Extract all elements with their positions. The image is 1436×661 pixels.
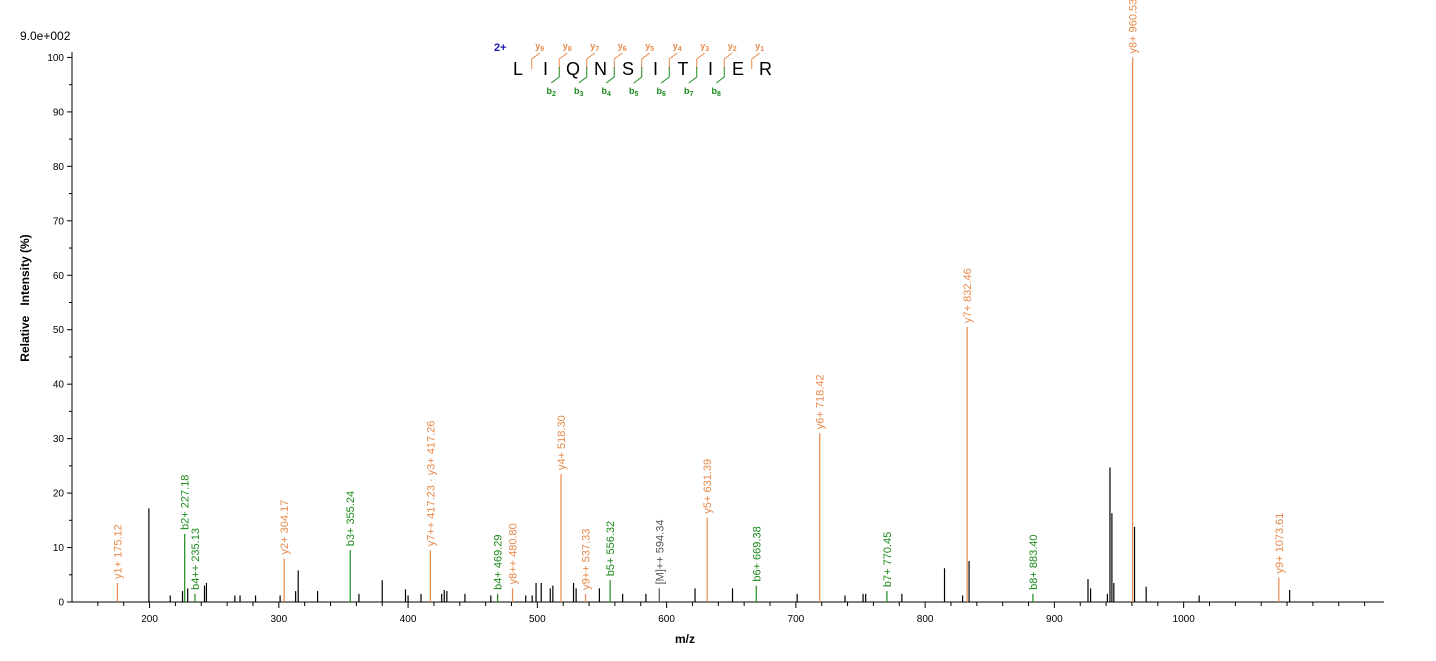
peak-label: b4+ 469.29: [493, 534, 505, 589]
peak-label: y9++ 537.33: [581, 529, 593, 590]
y-cleavage-mark: [586, 52, 596, 69]
y-tick-label: 50: [53, 325, 65, 336]
x-tick-label: 300: [270, 614, 287, 625]
y-tick-label: 90: [53, 107, 65, 118]
b-ion-mark: b4: [602, 86, 612, 98]
b-cleavage-mark: [633, 67, 643, 84]
peak-label: y9+ 1073.61: [1274, 513, 1286, 574]
y-tick-label: 10: [53, 543, 65, 554]
sequence-residue: Q: [566, 59, 580, 79]
b-cleavage-mark: [578, 67, 588, 84]
peak-label: y1+ 175.12: [112, 524, 124, 579]
charge-label: 2+: [494, 42, 507, 54]
y-cleavage-mark: [613, 52, 623, 69]
b-ion-mark: b5: [629, 86, 639, 98]
x-tick-label: 600: [658, 614, 675, 625]
b-cleavage-mark: [660, 67, 670, 84]
peak-label: b7+ 770.45: [882, 532, 894, 587]
y-tick-label: 80: [53, 162, 65, 173]
x-tick-label: 200: [141, 614, 158, 625]
peak-label: y2+ 304.17: [279, 500, 291, 555]
sequence-residue: E: [732, 59, 744, 79]
peak-label: y6+ 718.42: [815, 374, 827, 429]
peak-label: y4+ 518.30: [556, 415, 568, 470]
sequence-residue: L: [513, 59, 523, 79]
x-tick-label: 400: [400, 614, 417, 625]
x-tick-label: 700: [788, 614, 805, 625]
y-tick-label: 20: [53, 489, 65, 500]
peak-label: y7+ 832.46: [962, 268, 974, 323]
sequence-residue: I: [543, 59, 548, 79]
y-axis-title: Relative Intensity (%): [18, 234, 32, 361]
intensity-scale-label: 9.0e+002: [20, 29, 71, 43]
y-cleavage-mark: [751, 52, 761, 69]
y-cleavage-mark: [531, 52, 541, 69]
y-ion-mark: y1: [755, 41, 764, 53]
y-ion-mark: y6: [618, 41, 627, 53]
y-cleavage-mark: [641, 52, 651, 69]
peptide-annotation: 2+L I Q N S I T I E Ry9 y8b2y7b3y6b4y5b5y4b6y3b7y2…: [494, 41, 772, 98]
peak-label: y8++ 480.80: [508, 523, 520, 584]
x-tick-label: 800: [917, 614, 934, 625]
x-axis-title: m/z: [675, 632, 695, 646]
peak-label: b6+ 669.38: [751, 526, 763, 581]
b-ion-mark: b8: [712, 86, 722, 98]
y-ion-mark: y9: [535, 41, 544, 53]
y-cleavage-mark: [558, 52, 568, 69]
sequence-residue: I: [708, 59, 713, 79]
peak-label: [M]++ 594.34: [654, 520, 666, 585]
b-ion-mark: b3: [574, 86, 584, 98]
sequence-residue: S: [622, 59, 634, 79]
y-ion-mark: y3: [700, 41, 709, 53]
peak-label: b4++ 235.13: [190, 528, 202, 590]
y-cleavage-mark: [696, 52, 706, 69]
y-ion-mark: y8: [563, 41, 572, 53]
peaks: [116, 57, 1291, 602]
peak-label: b2+ 227.18: [180, 475, 192, 530]
peak-label: y5+ 631.39: [702, 459, 714, 514]
y-ion-mark: y2: [728, 41, 737, 53]
x-tick-label: 500: [529, 614, 546, 625]
y-tick-label: 70: [53, 216, 65, 227]
b-ion-mark: b2: [547, 86, 557, 98]
y-cleavage-mark: [668, 52, 678, 69]
peak-label: y8+ 960.53: [1128, 0, 1140, 53]
sequence-residue: N: [594, 59, 607, 79]
b-ion-mark: b7: [684, 86, 694, 98]
axes: 0 10 20 30 40 50 60 70 80 90 100 200 300 400 500 600 700…: [47, 52, 1384, 625]
peak-label: y7++ 417.23 · y3+ 417.26: [425, 421, 437, 547]
b-cleavage-mark: [605, 67, 615, 84]
peak-label: b3+ 355.24: [345, 491, 357, 546]
y-tick-label: 0: [58, 598, 64, 609]
b-cleavage-mark: [688, 67, 698, 84]
x-tick-label: 900: [1046, 614, 1063, 625]
b-ion-mark: b6: [657, 86, 667, 98]
sequence-residue: R: [759, 59, 772, 79]
y-ion-mark: y7: [590, 41, 599, 53]
y-ion-mark: y5: [645, 41, 654, 53]
sequence-residue: I: [653, 59, 658, 79]
b-cleavage-mark: [715, 67, 725, 84]
sequence-residue: T: [678, 59, 689, 79]
y-ion-mark: y4: [673, 41, 682, 53]
x-tick-label: 1000: [1173, 614, 1196, 625]
peak-label: b5+ 556.32: [605, 521, 617, 576]
y-cleavage-mark: [723, 52, 733, 69]
y-tick-label: 30: [53, 434, 65, 445]
b-cleavage-mark: [550, 67, 560, 84]
y-tick-label: 60: [53, 271, 65, 282]
y-tick-label: 100: [47, 53, 64, 64]
peak-label: b8+ 883.40: [1028, 534, 1040, 589]
y-tick-label: 40: [53, 380, 65, 391]
